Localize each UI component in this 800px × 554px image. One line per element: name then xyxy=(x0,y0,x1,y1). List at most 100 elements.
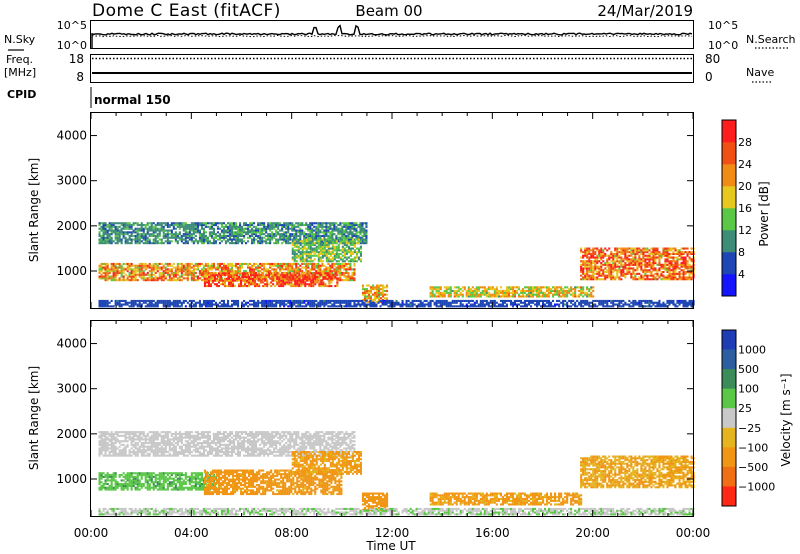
echo-cell xyxy=(206,222,209,225)
echo-cell xyxy=(208,268,211,271)
echo-cell xyxy=(120,264,123,267)
echo-cell xyxy=(405,299,408,302)
echo-cell xyxy=(204,240,207,243)
echo-cell xyxy=(132,271,135,274)
echo-cell xyxy=(182,222,185,225)
echo-cell xyxy=(337,262,340,265)
echo-cell xyxy=(134,222,137,225)
echo-cell xyxy=(245,231,248,234)
echo-cell xyxy=(598,303,601,306)
echo-cell xyxy=(359,251,362,254)
echo-cell xyxy=(590,252,593,255)
echo-cell xyxy=(144,264,147,267)
echo-cell xyxy=(281,303,284,306)
echo-cell xyxy=(489,286,492,289)
echo-cell xyxy=(353,301,356,304)
echo-cell xyxy=(367,291,370,294)
echo-cell xyxy=(254,274,257,277)
echo-cell xyxy=(106,277,109,280)
echo-cell xyxy=(231,240,234,243)
echo-cell xyxy=(313,233,316,236)
echo-cell xyxy=(210,262,213,265)
echo-cell xyxy=(310,276,313,279)
echo-cell xyxy=(383,301,386,304)
echo-cell xyxy=(453,295,456,298)
echo-cell xyxy=(318,283,321,286)
echo-cell xyxy=(134,242,137,245)
echo-cell xyxy=(152,225,155,228)
echo-cell xyxy=(124,224,127,227)
echo-cell xyxy=(305,240,308,243)
echo-cell xyxy=(315,240,318,243)
echo-cell xyxy=(620,263,623,266)
echo-cell xyxy=(205,285,208,288)
echo-cell xyxy=(359,224,362,227)
echo-cell xyxy=(297,225,300,228)
echo-cell xyxy=(355,256,358,259)
echo-cell xyxy=(112,231,115,234)
echo-cell xyxy=(293,227,296,230)
echo-cell xyxy=(222,299,225,302)
echo-cell xyxy=(600,299,603,302)
echo-cell xyxy=(620,299,623,302)
echo-cell xyxy=(363,289,366,292)
echo-cell xyxy=(519,295,522,298)
echo-cell xyxy=(273,242,276,245)
echo-cell xyxy=(624,303,627,306)
echo-cell xyxy=(120,275,123,278)
echo-cell xyxy=(534,293,537,296)
echo-cell xyxy=(285,242,288,245)
echo-cell xyxy=(590,293,593,296)
echo-cell xyxy=(273,299,276,302)
echo-cell xyxy=(389,299,392,302)
echo-cell xyxy=(267,236,270,239)
echo-cell xyxy=(130,264,133,267)
echo-cell xyxy=(564,295,567,298)
echo-cell xyxy=(592,252,595,255)
echo-cell xyxy=(586,254,589,257)
echo-cell xyxy=(222,238,225,241)
echo-cell xyxy=(293,234,296,237)
echo-cell xyxy=(126,303,129,306)
echo-cell xyxy=(114,262,117,265)
echo-cell xyxy=(206,225,209,228)
echo-cell xyxy=(467,295,470,298)
echo-cell xyxy=(431,286,434,289)
echo-cell xyxy=(156,266,159,269)
echo-cell xyxy=(176,233,179,236)
echo-cell xyxy=(596,260,599,263)
echo-cell xyxy=(375,291,378,294)
echo-cell xyxy=(357,299,360,302)
echo-cell xyxy=(467,291,470,294)
echo-cell xyxy=(628,299,631,302)
echo-cell xyxy=(610,274,613,277)
echo-cell xyxy=(505,288,508,291)
echo-cell xyxy=(130,271,133,274)
echo-cell xyxy=(323,251,326,254)
echo-cell xyxy=(347,277,350,280)
echo-cell xyxy=(306,274,309,277)
echo-cell xyxy=(580,293,583,296)
echo-cell xyxy=(570,299,573,302)
echo-cell xyxy=(556,299,559,302)
echo-cell xyxy=(467,293,470,296)
echo-cell xyxy=(242,276,245,279)
echo-cell xyxy=(475,295,478,298)
echo-cell xyxy=(241,234,244,237)
echo-cell xyxy=(361,227,364,230)
echo-cell xyxy=(202,236,205,239)
echo-cell xyxy=(237,227,240,230)
echo-cell xyxy=(265,240,268,243)
echo-cell xyxy=(267,270,270,273)
echo-cell xyxy=(263,262,266,265)
echo-cell xyxy=(333,242,336,245)
echo-cell xyxy=(335,222,338,225)
echo-cell xyxy=(152,277,155,280)
echo-cell xyxy=(306,277,309,280)
echo-cell xyxy=(429,288,432,291)
echo-cell xyxy=(174,273,177,276)
echo-cell xyxy=(174,268,177,271)
echo-cell xyxy=(156,262,159,265)
echo-cell xyxy=(658,251,661,254)
echo-cell xyxy=(624,249,627,252)
